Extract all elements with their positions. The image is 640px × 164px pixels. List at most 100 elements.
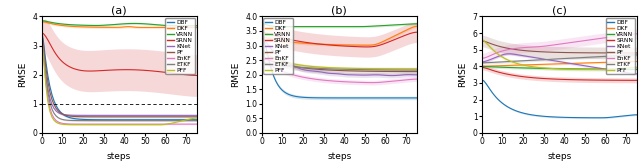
DKF — [577, 62, 585, 64]
Line: ETKF: ETKF — [262, 63, 417, 70]
VRNN — [359, 26, 367, 28]
PFF — [164, 123, 172, 125]
VRNN — [314, 26, 321, 28]
PFF — [152, 124, 159, 126]
ETKF — [339, 68, 346, 70]
DKF — [339, 44, 346, 46]
PFF — [478, 39, 486, 41]
Line: DKF: DKF — [42, 22, 196, 27]
Title: (c): (c) — [552, 6, 567, 16]
DBF — [339, 97, 346, 99]
PF — [312, 68, 319, 70]
DBF — [492, 97, 500, 99]
PFF — [596, 69, 604, 71]
ETKF — [602, 55, 610, 57]
KNet — [492, 56, 500, 58]
SRNN — [384, 41, 392, 43]
SRNN — [577, 79, 585, 81]
VRNN — [141, 23, 148, 25]
PF — [118, 116, 126, 118]
SRNN — [364, 46, 371, 48]
EnKF — [312, 78, 319, 80]
DKF — [258, 36, 266, 38]
KNet — [388, 75, 396, 77]
Line: KNet: KNet — [262, 39, 417, 76]
DKF — [273, 39, 280, 41]
DBF — [258, 33, 266, 35]
KNet — [137, 114, 145, 116]
DKF — [364, 44, 371, 46]
KNet — [118, 114, 126, 116]
SRNN — [633, 79, 640, 81]
X-axis label: steps: steps — [327, 152, 351, 161]
DBF — [413, 97, 420, 99]
KNet — [584, 65, 591, 67]
Line: VRNN: VRNN — [262, 23, 417, 27]
ETKF — [581, 56, 589, 58]
SRNN — [193, 74, 200, 76]
DBF — [532, 114, 540, 116]
DKF — [357, 44, 365, 46]
PFF — [581, 68, 589, 70]
Line: ETKF: ETKF — [482, 55, 637, 63]
PFF — [357, 68, 365, 70]
VRNN — [118, 23, 126, 25]
KNet — [92, 114, 99, 116]
VRNN — [384, 24, 392, 26]
VRNN — [581, 68, 589, 70]
Line: EnKF: EnKF — [42, 36, 196, 124]
SRNN — [38, 31, 45, 33]
VRNN — [52, 22, 60, 24]
PF — [532, 51, 540, 52]
SRNN — [339, 45, 346, 47]
ETKF — [52, 115, 60, 117]
EnKF — [633, 33, 640, 35]
PF — [273, 62, 280, 63]
PF — [193, 116, 200, 118]
KNet — [38, 32, 45, 34]
PF — [137, 116, 145, 118]
VRNN — [492, 66, 500, 68]
EnKF — [581, 40, 589, 41]
DKF — [141, 26, 148, 28]
ETKF — [193, 120, 200, 122]
PF — [413, 71, 420, 73]
Line: DKF: DKF — [262, 26, 417, 45]
EnKF — [273, 68, 280, 70]
EnKF — [532, 46, 540, 48]
EnKF — [413, 78, 420, 80]
EnKF — [38, 35, 45, 37]
DBF — [559, 116, 566, 118]
ETKF — [92, 120, 99, 122]
EnKF — [361, 82, 369, 83]
KNet — [273, 54, 280, 56]
PFF — [492, 52, 500, 54]
KNet — [561, 62, 568, 63]
SRNN — [581, 79, 589, 81]
KNet — [357, 74, 365, 76]
DKF — [38, 21, 45, 23]
SRNN — [137, 69, 145, 71]
PF — [492, 44, 500, 46]
PFF — [38, 36, 45, 38]
Legend: DBF, DKF, VRNN, SRNN, KNet, PF, EnKF, ETKF, PFF: DBF, DKF, VRNN, SRNN, KNet, PF, EnKF, ET… — [166, 18, 195, 74]
EnKF — [52, 120, 60, 122]
PFF — [339, 67, 346, 69]
Line: ETKF: ETKF — [42, 34, 196, 121]
EnKF — [577, 40, 585, 42]
VRNN — [283, 26, 291, 28]
Line: SRNN: SRNN — [42, 32, 196, 75]
DBF — [478, 79, 486, 81]
SRNN — [312, 43, 319, 45]
SRNN — [141, 69, 148, 71]
VRNN — [478, 65, 486, 67]
ETKF — [312, 67, 319, 69]
DKF — [52, 24, 60, 26]
SRNN — [602, 79, 610, 81]
DKF — [492, 65, 500, 67]
DKF — [478, 65, 486, 67]
KNet — [361, 74, 369, 76]
KNet — [193, 114, 200, 116]
KNet — [534, 57, 541, 59]
EnKF — [193, 123, 200, 125]
